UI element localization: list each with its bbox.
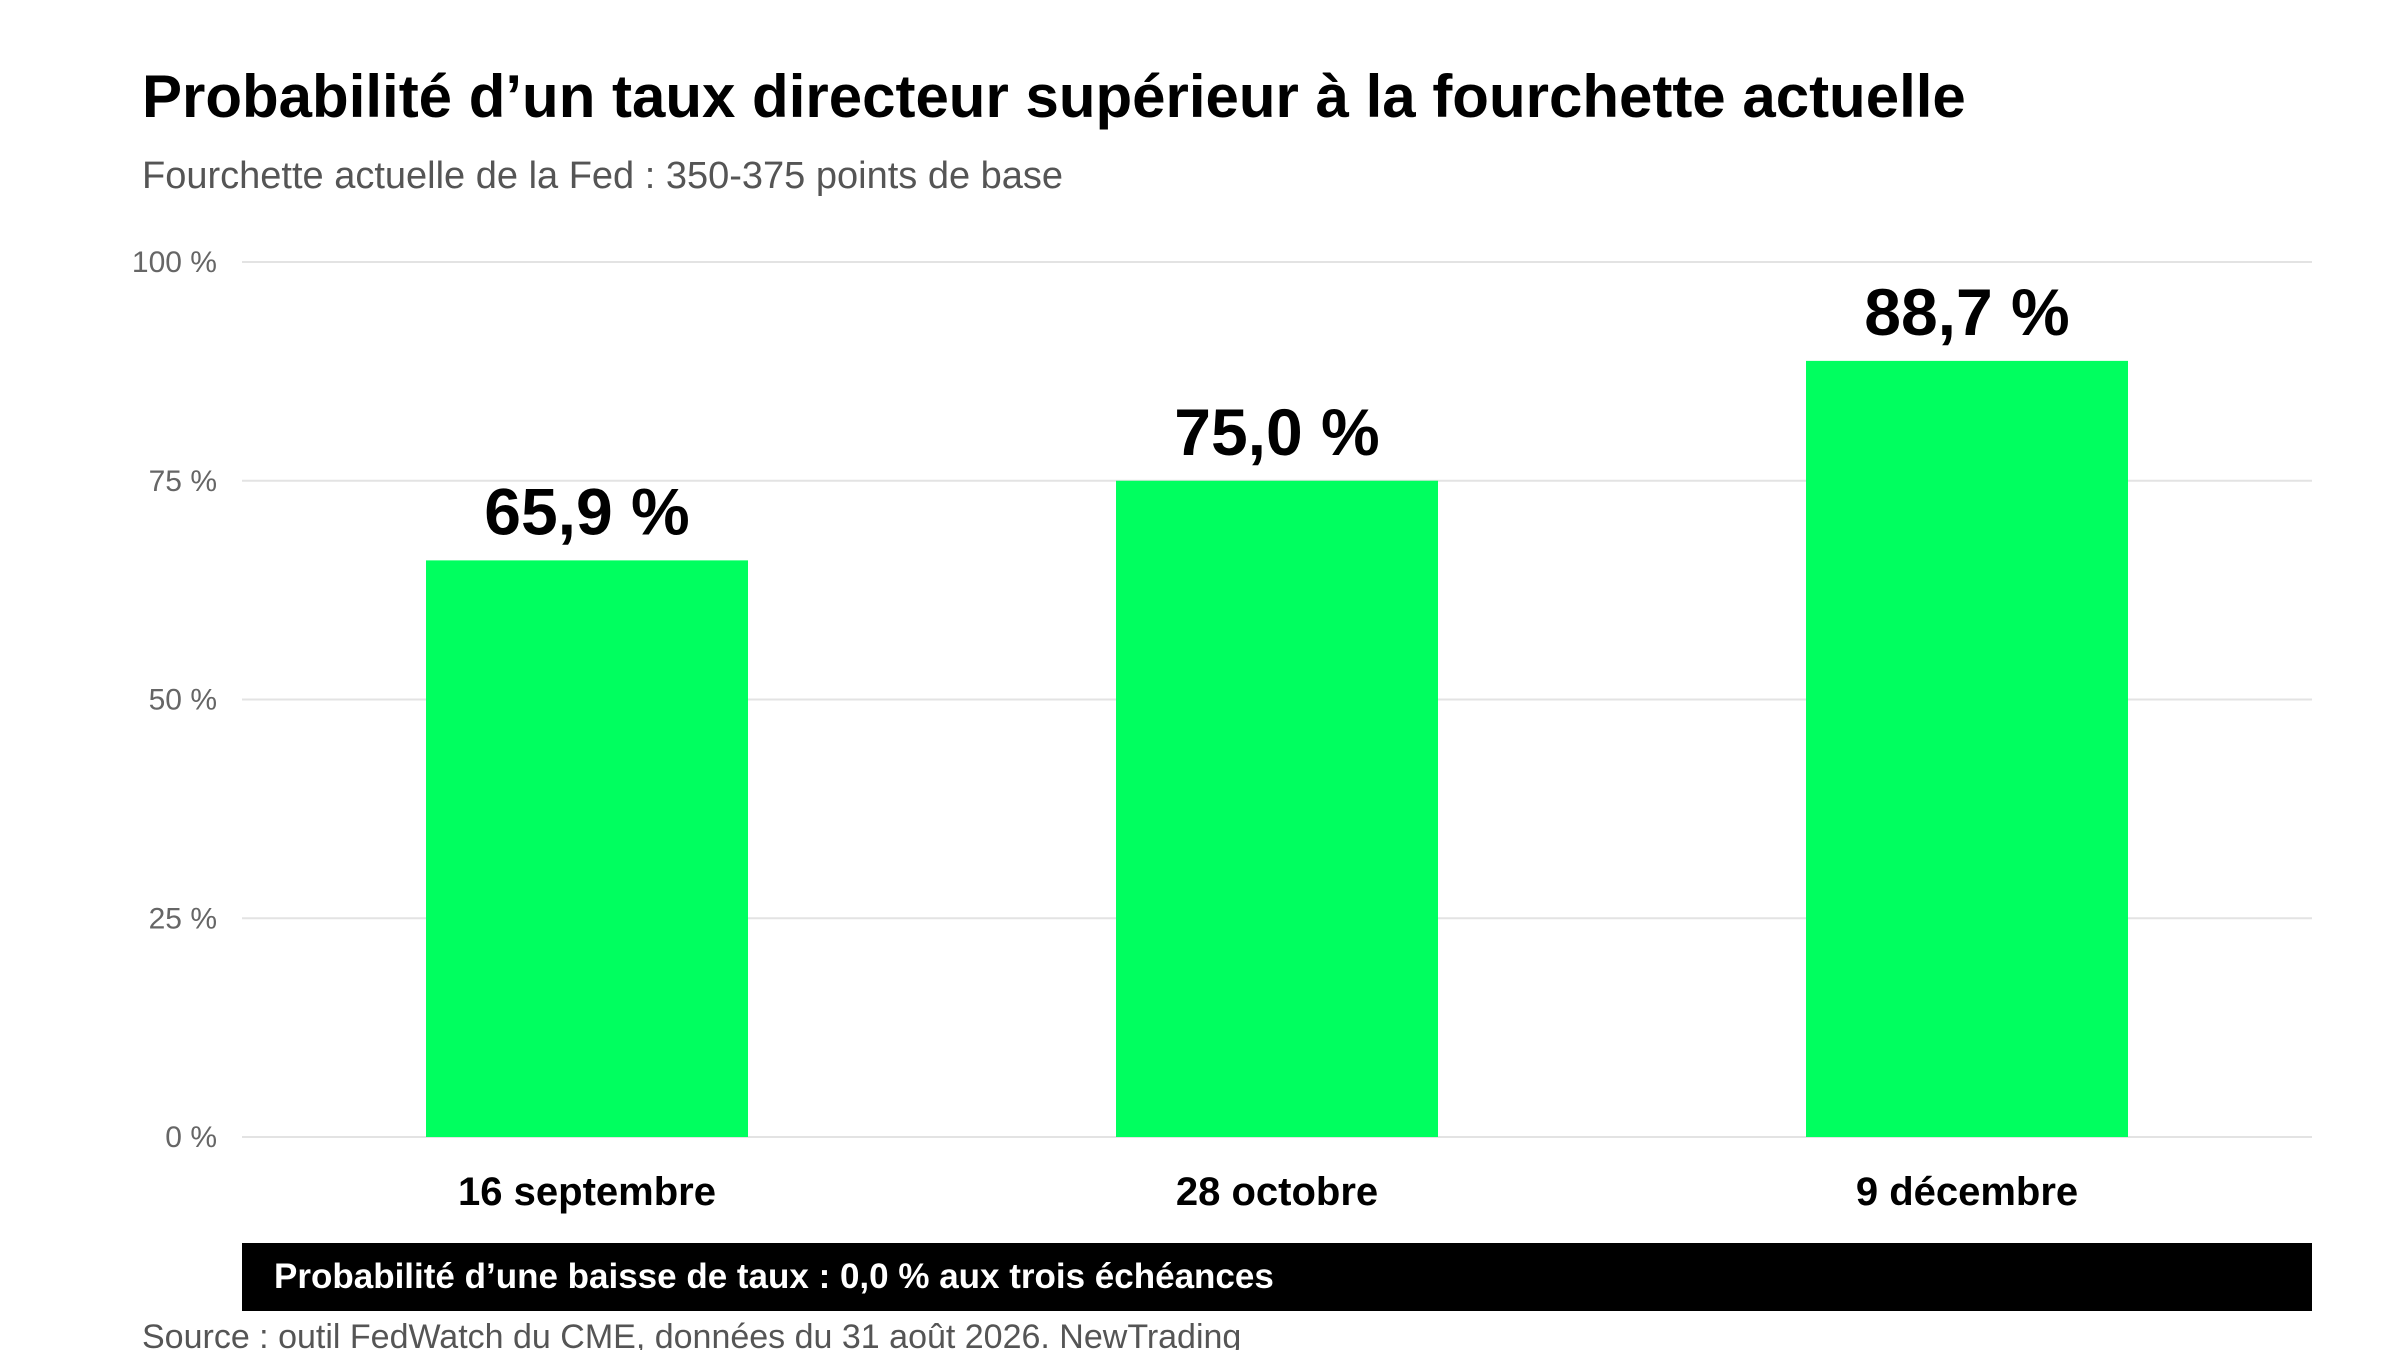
bar <box>426 560 748 1137</box>
y-tick-label: 25 % <box>149 902 217 935</box>
data-label: 65,9 % <box>484 474 689 548</box>
banner-text: Probabilité d’une baisse de taux : 0,0 %… <box>274 1257 1274 1296</box>
source-note: Source : outil FedWatch du CME, données … <box>142 1318 1242 1350</box>
y-axis-ticks: 0 % 25 % 50 % 75 % 100 % <box>132 246 217 1154</box>
x-category-label: 16 septembre <box>458 1170 716 1214</box>
x-category-label: 28 octobre <box>1176 1170 1378 1214</box>
bars <box>426 360 2128 1137</box>
x-axis-categories: 16 septembre 28 octobre 9 décembre <box>458 1170 2078 1214</box>
y-tick-label: 50 % <box>149 684 217 717</box>
y-tick-label: 100 % <box>132 246 217 279</box>
data-label: 75,0 % <box>1174 395 1379 469</box>
x-category-label: 9 décembre <box>1856 1170 2078 1214</box>
bar <box>1806 360 2128 1137</box>
chart-subtitle: Fourchette actuelle de la Fed : 350-375 … <box>142 155 1064 197</box>
bar <box>1116 480 1438 1137</box>
chart-title: Probabilité d’un taux directeur supérieu… <box>142 63 1966 130</box>
y-tick-label: 75 % <box>149 465 217 498</box>
data-label: 88,7 % <box>1864 275 2069 349</box>
y-tick-label: 0 % <box>165 1121 217 1154</box>
rate-cut-banner: Probabilité d’une baisse de taux : 0,0 %… <box>242 1243 2312 1311</box>
value-labels: 65,9 % 75,0 % 88,7 % <box>484 275 2069 549</box>
